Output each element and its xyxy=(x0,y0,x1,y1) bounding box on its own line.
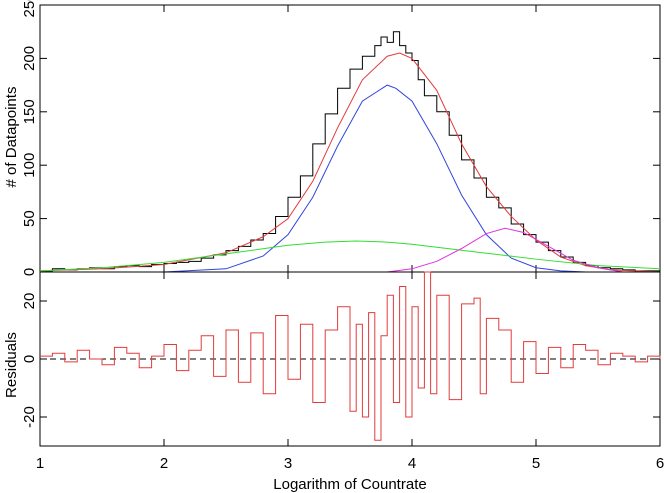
bottom-y-axis-label: Residuals xyxy=(3,332,20,398)
top-series-2-curve xyxy=(163,84,586,273)
x-tick-label: 5 xyxy=(532,455,540,472)
top-series-4-curve xyxy=(387,227,623,273)
top-y-tick-label: 50 xyxy=(21,210,38,227)
top-series-1-curve xyxy=(39,52,661,273)
top-panel: 0 50 100 150 200 250 xyxy=(21,0,661,276)
bottom-y-tick-label: 20 xyxy=(21,293,38,310)
top-series-3-curve xyxy=(39,240,661,272)
x-tick-label: 6 xyxy=(656,455,664,472)
top-y-axis-label: # of Datapoints xyxy=(3,87,20,188)
top-series-0-histogram xyxy=(40,31,661,272)
top-y-tick-label: 150 xyxy=(21,99,38,124)
x-axis-label: Logarithm of Countrate xyxy=(273,476,426,493)
x-tick-label: 1 xyxy=(36,455,44,472)
x-tick-label: 4 xyxy=(408,455,416,472)
bottom-y-tick-label: -20 xyxy=(21,406,38,428)
top-y-tick-label: 100 xyxy=(21,153,38,178)
top-y-tick-label: 0 xyxy=(21,268,38,276)
top-plot-frame xyxy=(39,4,661,273)
top-y-tick-label: 200 xyxy=(21,46,38,71)
bottom-panel: -20 0 20 1 2 3 4 5 6 xyxy=(21,271,664,472)
x-tick-label: 3 xyxy=(284,455,292,472)
x-tick-label: 2 xyxy=(160,455,168,472)
bottom-y-tick-label: 0 xyxy=(21,355,38,363)
top-y-tick-label: 250 xyxy=(21,0,38,18)
bottom-series-0-histogram xyxy=(40,271,661,441)
